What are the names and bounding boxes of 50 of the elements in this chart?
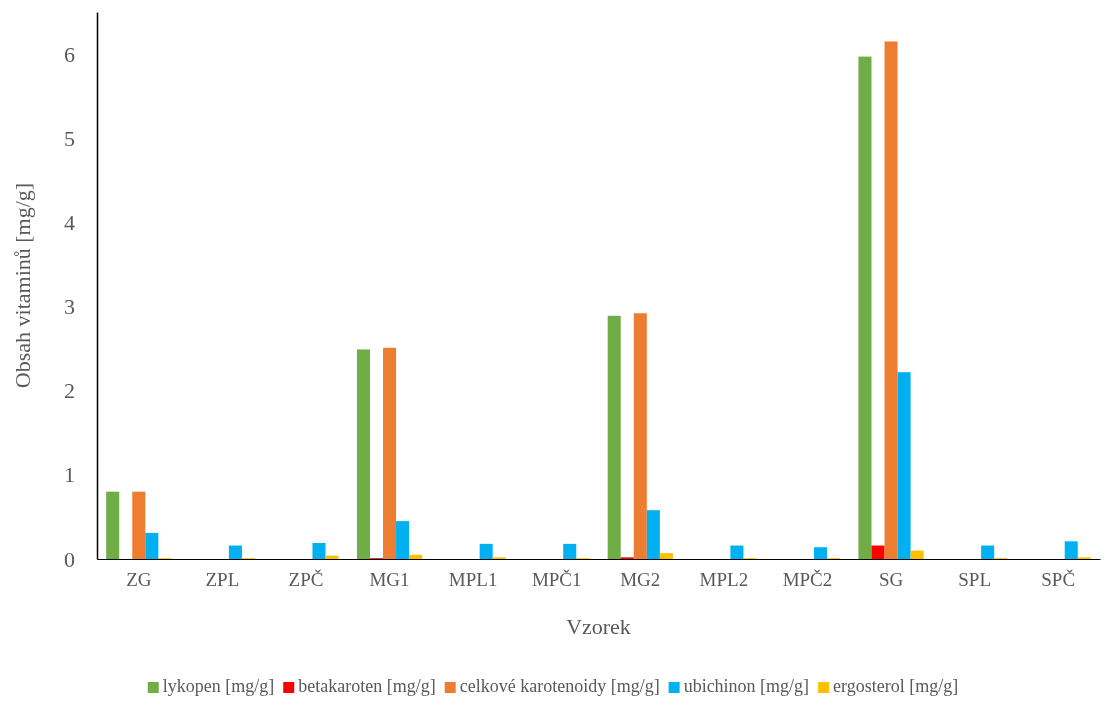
x-tick-label: MG2 [620, 569, 661, 591]
y-tick-label: 4 [64, 209, 75, 235]
bar [396, 521, 410, 559]
bar [132, 491, 146, 559]
bar [897, 372, 911, 559]
bar [312, 543, 326, 559]
bar [106, 491, 120, 559]
x-tick-label: ZG [126, 569, 152, 591]
bar [145, 532, 159, 559]
x-tick-label: MPČ2 [782, 569, 833, 591]
legend-label: betakaroten [mg/g] [298, 676, 436, 696]
y-tick-label: 0 [64, 546, 75, 572]
bar [563, 543, 577, 559]
bar [871, 545, 885, 559]
bar [383, 347, 397, 559]
y-tick-label: 5 [64, 125, 75, 151]
bar [981, 545, 995, 559]
bar [607, 315, 621, 559]
bar [910, 550, 924, 559]
x-tick-label: ZPČ [288, 569, 324, 591]
bar [858, 56, 872, 559]
bar [228, 545, 242, 559]
bar [356, 349, 370, 559]
legend-label: celkové karotenoidy [mg/g] [459, 676, 660, 696]
bar [730, 545, 744, 559]
bar [884, 41, 898, 559]
bar [633, 313, 647, 559]
x-tick-label: SPČ [1041, 569, 1076, 591]
legend-label: lykopen [mg/g] [162, 676, 275, 696]
bar [813, 547, 828, 559]
legend-label: ubichinon [mg/g] [683, 676, 810, 696]
y-tick-label: 1 [64, 462, 75, 488]
bar [646, 510, 660, 559]
bar [659, 553, 673, 559]
x-tick-label: ZPL [205, 569, 240, 591]
y-axis-title: Obsah vitaminů [mg/g] [10, 182, 35, 389]
x-tick-label: MG1 [369, 569, 410, 591]
x-tick-label: MPL1 [448, 569, 498, 591]
x-axis-title: Vzorek [566, 614, 631, 639]
x-tick-label: MPČ1 [531, 569, 582, 591]
x-tick-label: MPL2 [699, 569, 749, 591]
x-tick-label: SG [878, 569, 904, 591]
y-tick-label: 6 [64, 41, 75, 67]
y-tick-label: 3 [64, 294, 75, 320]
y-tick-label: 2 [64, 378, 75, 404]
legend-label: ergosterol [mg/g] [833, 676, 959, 696]
bar [479, 543, 493, 559]
bar [409, 554, 423, 559]
x-tick-label: SPL [958, 569, 991, 591]
bar [1064, 541, 1078, 559]
